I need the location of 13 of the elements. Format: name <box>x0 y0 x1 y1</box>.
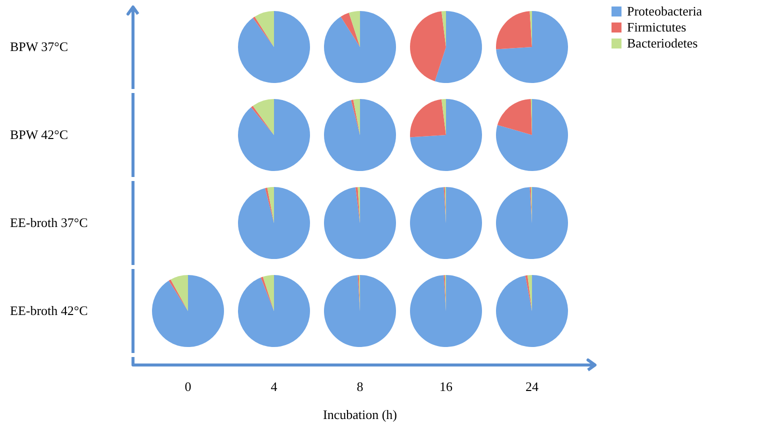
text: EE-broth 42°C <box>10 303 88 318</box>
category-label: 0 <box>184 379 192 394</box>
category-label: 4 <box>270 379 278 394</box>
category-label: 24 <box>526 379 539 394</box>
category-label: 16 <box>440 379 453 394</box>
legend-label: Proteobacteria <box>627 4 702 18</box>
text: Incubation (h) <box>322 407 398 422</box>
legend-label: Bacteriodetes <box>627 36 698 50</box>
text: BPW 37°C <box>10 39 68 54</box>
legend-label: Firmictutes <box>627 20 686 34</box>
text: EE-broth 37°C <box>10 215 88 230</box>
category-label: 8 <box>356 379 364 394</box>
text: BPW 42°C <box>10 127 68 142</box>
